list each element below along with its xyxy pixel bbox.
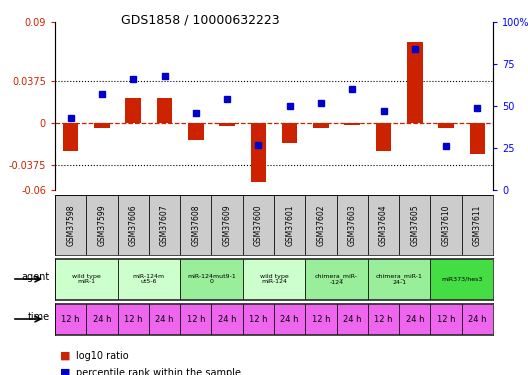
Text: GSM37605: GSM37605 [410, 204, 419, 246]
Bar [282, 123, 297, 143]
Text: GSM37603: GSM37603 [348, 204, 357, 246]
Text: percentile rank within the sample: percentile rank within the sample [76, 368, 241, 375]
Text: miR373/hes3: miR373/hes3 [441, 276, 483, 282]
Bar [243, 195, 274, 255]
Bar [86, 195, 118, 255]
Text: GSM37599: GSM37599 [98, 204, 107, 246]
Bar [125, 98, 141, 123]
Bar [461, 195, 493, 255]
Bar [407, 42, 422, 123]
Text: chimera_miR-
-124: chimera_miR- -124 [315, 273, 358, 285]
Bar [63, 123, 79, 151]
Text: 24 h: 24 h [218, 315, 237, 324]
Bar [118, 304, 149, 334]
Bar [430, 259, 493, 299]
Bar [305, 195, 336, 255]
Text: chimera_miR-1
24-1: chimera_miR-1 24-1 [376, 273, 422, 285]
Text: wild type
miR-124: wild type miR-124 [260, 274, 288, 284]
Bar [274, 195, 305, 255]
Text: wild type
miR-1: wild type miR-1 [72, 274, 101, 284]
Text: 24 h: 24 h [406, 315, 424, 324]
Bar [274, 304, 305, 334]
Bar [118, 195, 149, 255]
Bar [250, 123, 266, 182]
Text: GSM37610: GSM37610 [441, 204, 450, 246]
Text: agent: agent [22, 272, 50, 282]
Bar [94, 123, 110, 128]
Text: ■: ■ [60, 351, 71, 361]
Bar [157, 98, 172, 123]
Bar [430, 195, 461, 255]
Text: GSM37598: GSM37598 [66, 204, 75, 246]
Text: GSM37606: GSM37606 [129, 204, 138, 246]
Bar [180, 195, 211, 255]
Bar [305, 259, 368, 299]
Text: 12 h: 12 h [61, 315, 80, 324]
Bar [399, 304, 430, 334]
Text: GSM37600: GSM37600 [254, 204, 263, 246]
Text: GSM37602: GSM37602 [316, 204, 325, 246]
Text: 24 h: 24 h [280, 315, 299, 324]
Text: log10 ratio: log10 ratio [76, 351, 129, 361]
Bar [461, 304, 493, 334]
Bar [149, 195, 180, 255]
Bar [219, 123, 235, 126]
Bar [336, 304, 368, 334]
Text: GSM37601: GSM37601 [285, 204, 294, 246]
Bar [243, 304, 274, 334]
Text: 12 h: 12 h [437, 315, 455, 324]
Text: GSM37607: GSM37607 [160, 204, 169, 246]
Text: 24 h: 24 h [155, 315, 174, 324]
Bar [469, 123, 485, 154]
Bar [86, 304, 118, 334]
Text: 12 h: 12 h [374, 315, 393, 324]
Text: GSM37608: GSM37608 [191, 204, 200, 246]
Bar [55, 195, 86, 255]
Text: GSM37609: GSM37609 [223, 204, 232, 246]
Text: 12 h: 12 h [186, 315, 205, 324]
Bar [368, 195, 399, 255]
Bar [243, 259, 305, 299]
Text: GSM37604: GSM37604 [379, 204, 388, 246]
Text: miR-124m
ut5-6: miR-124m ut5-6 [133, 274, 165, 284]
Bar [211, 195, 243, 255]
Text: 12 h: 12 h [249, 315, 268, 324]
Text: 24 h: 24 h [468, 315, 487, 324]
Bar [118, 259, 180, 299]
Bar [55, 259, 118, 299]
Bar [368, 304, 399, 334]
Bar [438, 123, 454, 128]
Bar [368, 259, 430, 299]
Text: miR-124mut9-1
0: miR-124mut9-1 0 [187, 274, 236, 284]
Text: GDS1858 / 10000632223: GDS1858 / 10000632223 [121, 13, 280, 26]
Bar [430, 304, 461, 334]
Bar [188, 123, 204, 140]
Text: 24 h: 24 h [93, 315, 111, 324]
Bar [344, 123, 360, 125]
Bar [149, 304, 180, 334]
Text: GSM37611: GSM37611 [473, 204, 482, 246]
Bar [55, 304, 86, 334]
Text: 12 h: 12 h [124, 315, 143, 324]
Text: 12 h: 12 h [312, 315, 330, 324]
Bar [180, 304, 211, 334]
Text: ■: ■ [60, 368, 71, 375]
Bar [336, 195, 368, 255]
Bar [376, 123, 391, 151]
Bar [305, 304, 336, 334]
Bar [180, 259, 243, 299]
Bar [399, 195, 430, 255]
Bar [313, 123, 329, 128]
Text: 24 h: 24 h [343, 315, 362, 324]
Text: time: time [27, 312, 50, 322]
Bar [211, 304, 243, 334]
